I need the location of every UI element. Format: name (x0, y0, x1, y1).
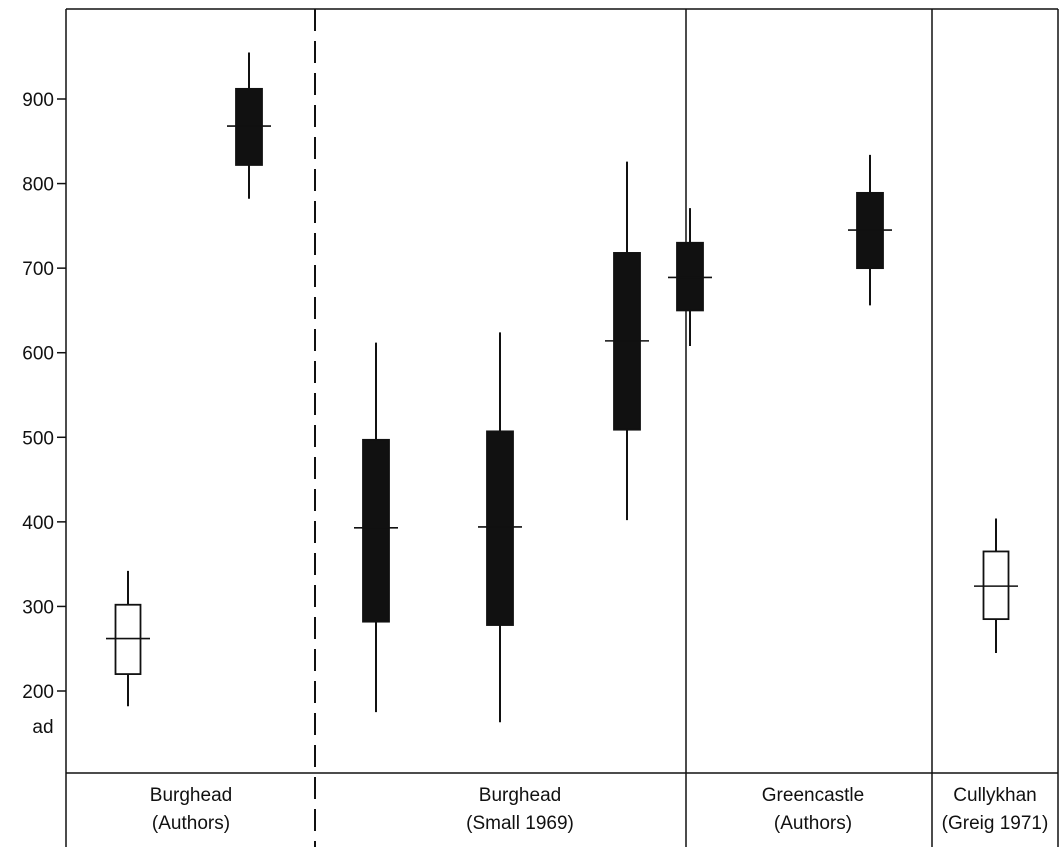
date-range (354, 342, 398, 713)
y-tick-label: 400 (22, 513, 54, 534)
range-box-open (982, 550, 1010, 621)
date-range (848, 154, 892, 306)
group-label-line2: (Small 1969) (466, 813, 574, 834)
range-box-solid (362, 438, 390, 623)
y-axis: 200 300 400 500 600 700 800 900 ad (22, 90, 66, 738)
y-tick-label: 300 (22, 597, 54, 618)
range-box-solid (486, 430, 514, 626)
group-label-line2: (Authors) (774, 813, 852, 834)
group-label-line1: Burghead (479, 785, 561, 806)
group-label-line1: Cullykhan (953, 785, 1036, 806)
y-tick-label: 200 (22, 682, 54, 703)
y-unit-label: ad (32, 717, 53, 738)
group-label-line1: Burghead (150, 785, 232, 806)
y-tick-label: 600 (22, 344, 54, 365)
range-box-open (114, 603, 142, 675)
date-range (605, 161, 649, 521)
date-range (227, 52, 271, 199)
chart-frame (65, 8, 1059, 847)
y-tick-label: 700 (22, 259, 54, 280)
date-range (478, 332, 522, 723)
y-tick-label: 800 (22, 175, 54, 196)
y-tick-label: 500 (22, 428, 54, 449)
y-tick-label: 900 (22, 90, 54, 111)
group-labels: Burghead (Authors) Burghead (Small 1969) Gre… (150, 785, 1049, 834)
range-box-solid (235, 87, 263, 166)
group-label-line1: Greencastle (762, 785, 864, 806)
group-label-line2: (Authors) (152, 813, 230, 834)
date-ranges (106, 52, 1018, 723)
group-label-line2: (Greig 1971) (942, 813, 1049, 834)
date-range (668, 208, 712, 346)
date-range (974, 518, 1018, 653)
range-box-solid (676, 241, 704, 312)
date-range (106, 570, 150, 707)
